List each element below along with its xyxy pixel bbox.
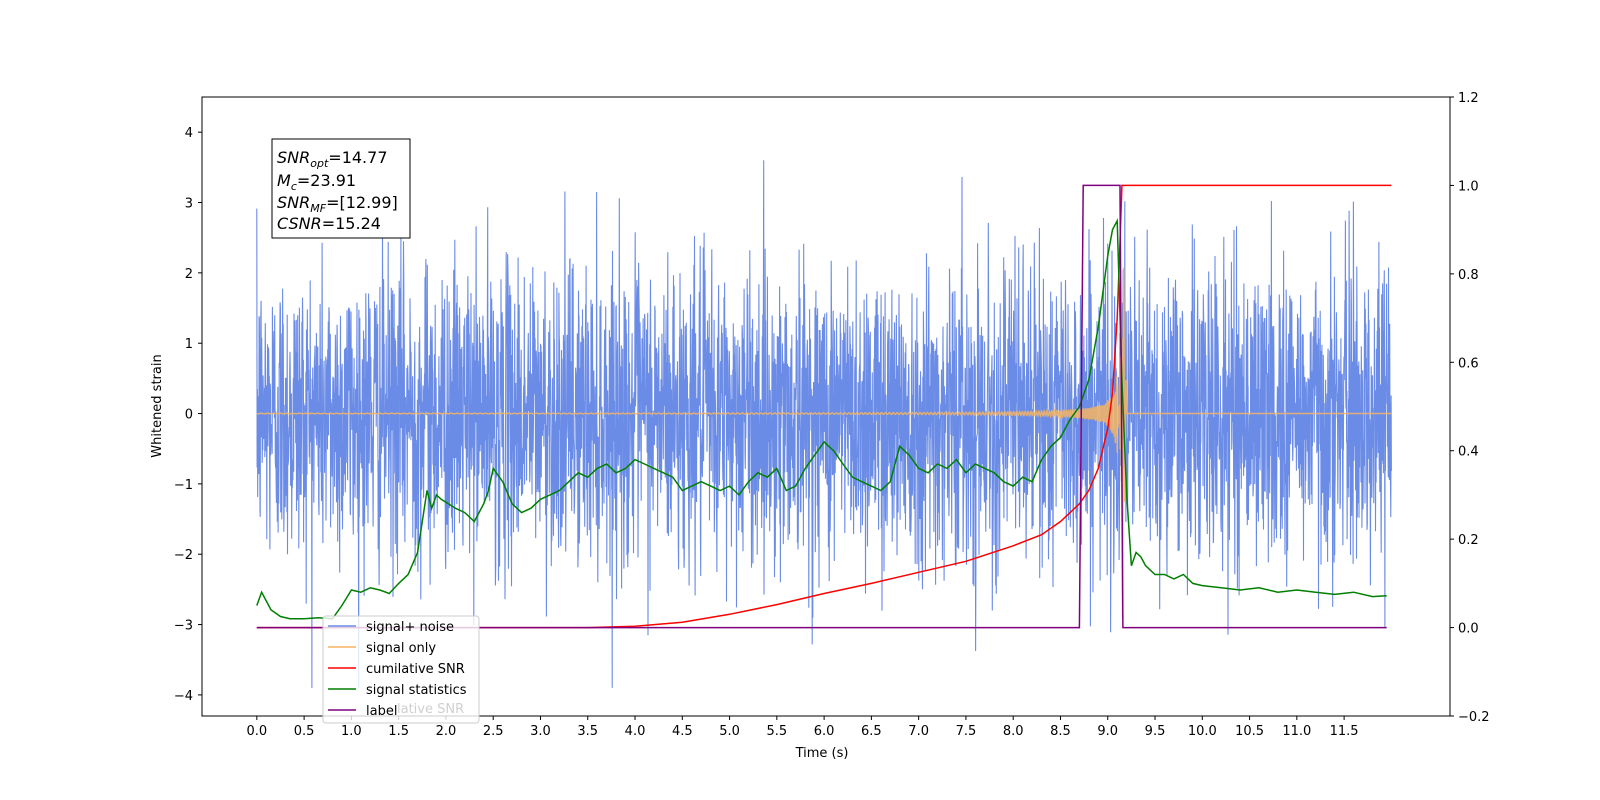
series-signal-statistics	[256, 217, 1387, 620]
y-tick-label: 0	[185, 408, 193, 423]
x-tick-label: 9.5	[1145, 724, 1166, 739]
x-tick-label: 10.5	[1235, 724, 1264, 739]
y2-tick-label: 0.8	[1458, 268, 1479, 283]
y-tick-label: 2	[185, 267, 193, 282]
y-axis-left: 4 3 2 1 0 −1 −2 −3 −4	[174, 126, 202, 704]
x-axis-label: Time (s)	[795, 746, 849, 761]
legend-label: signal statistics	[366, 683, 467, 698]
plot-frame	[201, 96, 1451, 717]
y-tick-label: −3	[174, 619, 193, 634]
x-tick-label: 8.5	[1050, 724, 1071, 739]
x-tick-label: 3.5	[577, 724, 598, 739]
x-tick-label: 0.5	[294, 724, 315, 739]
y-tick-label: −1	[174, 478, 193, 493]
annotation-line-snr-opt: SNRopt=14.77	[277, 148, 388, 170]
x-tick-label: 10.0	[1188, 724, 1217, 739]
x-tick-label: 5.0	[719, 724, 740, 739]
series-layer	[256, 160, 1392, 688]
series-label	[256, 184, 1387, 629]
x-tick-label: 7.0	[908, 724, 929, 739]
y-axis-label: Whitened strain	[150, 354, 165, 457]
x-tick-label: 2.0	[436, 724, 457, 739]
legend-label: cumilative SNR	[366, 662, 465, 677]
legend: lative SNR signal+ noise signal only cumil…	[322, 615, 480, 724]
x-tick-label: 11.5	[1330, 724, 1359, 739]
x-tick-label: 8.0	[1003, 724, 1024, 739]
legend-label: label	[366, 704, 397, 719]
y-tick-label: 4	[185, 126, 193, 141]
x-tick-label: 0.0	[246, 724, 267, 739]
x-tick-label: 9.0	[1097, 724, 1118, 739]
x-tick-label: 5.5	[766, 724, 787, 739]
annotation-line-csnr: CSNR=15.24	[277, 214, 381, 233]
annotation-line-mc: Mc=23.91	[277, 171, 356, 193]
y-tick-label: −4	[174, 689, 193, 704]
x-tick-label: 1.0	[341, 724, 362, 739]
series-signal-noise	[256, 160, 1392, 688]
y2-tick-label: 0.4	[1458, 445, 1479, 460]
y2-tick-label: 1.2	[1458, 91, 1479, 106]
x-tick-label: 2.5	[483, 724, 504, 739]
y-tick-label: 1	[185, 337, 193, 352]
legend-label: signal+ noise	[366, 620, 454, 635]
series-cumilative-snr	[256, 184, 1392, 629]
x-tick-label: 1.5	[388, 724, 409, 739]
annotation-box: SNRopt=14.77 Mc=23.91 SNRMF=[12.99] CSNR…	[271, 138, 411, 239]
y2-tick-label: 1.0	[1458, 179, 1479, 194]
x-tick-label: 6.0	[814, 724, 835, 739]
x-tick-label: 4.0	[625, 724, 646, 739]
legend-frame	[322, 615, 480, 724]
y2-tick-label: 0.2	[1458, 533, 1479, 548]
y-tick-label: 3	[185, 197, 193, 212]
x-axis: 0.0 0.5 1.0 1.5 2.0 2.5 3.0 3.5 4.0 4.5 5.0 5.5 6.0 6…	[246, 716, 1359, 739]
legend-label: signal only	[366, 641, 436, 656]
x-tick-label: 4.5	[672, 724, 693, 739]
y2-tick-label: 0.6	[1458, 356, 1479, 371]
annotation-line-snr-mf: SNRMF=[12.99]	[277, 193, 398, 215]
y2-tick-label: −0.2	[1458, 710, 1490, 725]
y2-tick-label: 0.0	[1458, 622, 1479, 637]
x-tick-label: 7.5	[956, 724, 977, 739]
y-tick-label: −2	[174, 548, 193, 563]
x-tick-label: 11.0	[1282, 724, 1311, 739]
series-signal-only	[256, 267, 1392, 618]
y-axis-right: 1.2 1.0 0.8 0.6 0.4 0.2 0.0 −0.2	[1450, 91, 1490, 725]
legend-ghost-text: lative SNR	[397, 702, 464, 717]
x-tick-label: 6.5	[861, 724, 882, 739]
x-tick-label: 3.0	[530, 724, 551, 739]
